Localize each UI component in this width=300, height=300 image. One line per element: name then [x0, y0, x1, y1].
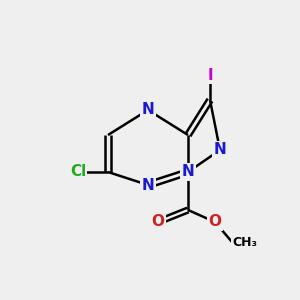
Text: O: O [208, 214, 221, 230]
Text: N: N [214, 142, 226, 158]
Text: CH₃: CH₃ [232, 236, 257, 248]
Text: N: N [142, 178, 154, 193]
Text: O: O [152, 214, 164, 230]
Text: N: N [182, 164, 194, 179]
Text: I: I [207, 68, 213, 82]
Text: Cl: Cl [70, 164, 86, 179]
Text: N: N [142, 103, 154, 118]
